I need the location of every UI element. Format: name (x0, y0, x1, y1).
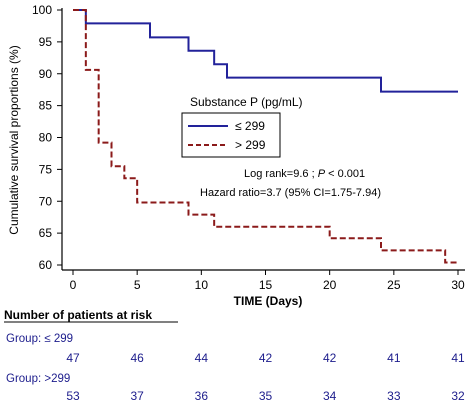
y-tick-label: 70 (39, 194, 53, 208)
x-tick-label: 25 (387, 278, 401, 292)
risk-count: 33 (387, 389, 401, 403)
risk-row-low: 47 46 44 42 42 41 41 (66, 351, 465, 365)
logrank-prefix: Log rank=9.6 ; (244, 168, 318, 180)
legend-box (181, 112, 281, 158)
axis-ticks: 60 65 70 75 80 85 90 95 100 0 5 10 15 20 25 30 (32, 3, 465, 292)
risk-count: 41 (451, 351, 465, 365)
risk-table-title: Number of patients at risk (4, 308, 152, 322)
risk-count: 42 (323, 351, 337, 365)
logrank-p: P (318, 168, 326, 180)
series-line-low (73, 9, 458, 93)
x-tick-label: 20 (323, 278, 337, 292)
y-tick-label: 95 (39, 35, 53, 49)
x-tick-label: 0 (70, 278, 77, 292)
risk-count: 41 (387, 351, 401, 365)
risk-count: 32 (451, 389, 465, 403)
series-line-high (73, 9, 458, 264)
risk-count: 46 (130, 351, 144, 365)
y-tick-label: 75 (39, 162, 53, 176)
risk-count: 35 (259, 389, 273, 403)
hazard-annotation: Hazard ratio=3.7 (95% CI=1.75-7.94) (200, 187, 381, 199)
risk-count: 37 (130, 389, 144, 403)
y-tick-label: 100 (32, 3, 52, 17)
x-tick-label: 30 (451, 278, 465, 292)
risk-group-label-high: Group: >299 (6, 373, 70, 385)
series-layer (73, 9, 458, 264)
x-tick-label: 15 (259, 278, 273, 292)
risk-group-label-low: Group: ≤ 299 (6, 333, 73, 345)
legend-label-high: > 299 (235, 138, 266, 152)
y-tick-label: 90 (39, 67, 53, 81)
y-axis-title: Cumulative survival proportions (%) (7, 45, 21, 234)
y-tick-label: 80 (39, 131, 53, 145)
y-tick-label: 85 (39, 99, 53, 113)
x-tick-label: 10 (195, 278, 209, 292)
risk-count: 47 (66, 351, 80, 365)
logrank-annotation: Log rank=9.6 ; P < 0.001 (244, 168, 365, 180)
y-tick-label: 65 (39, 226, 53, 240)
risk-row-high: 53 37 36 35 34 33 32 (66, 389, 465, 403)
x-axis-title: TIME (Days) (234, 294, 303, 308)
risk-count: 36 (195, 389, 209, 403)
risk-count: 42 (259, 351, 273, 365)
risk-count: 44 (195, 351, 209, 365)
x-tick-label: 5 (134, 278, 141, 292)
logrank-suffix: < 0.001 (325, 168, 365, 180)
risk-count: 34 (323, 389, 337, 403)
risk-count: 53 (66, 389, 80, 403)
legend-title: Substance P (pg/mL) (190, 95, 303, 109)
legend-label-low: ≤ 299 (235, 119, 265, 133)
y-tick-label: 60 (39, 258, 53, 272)
